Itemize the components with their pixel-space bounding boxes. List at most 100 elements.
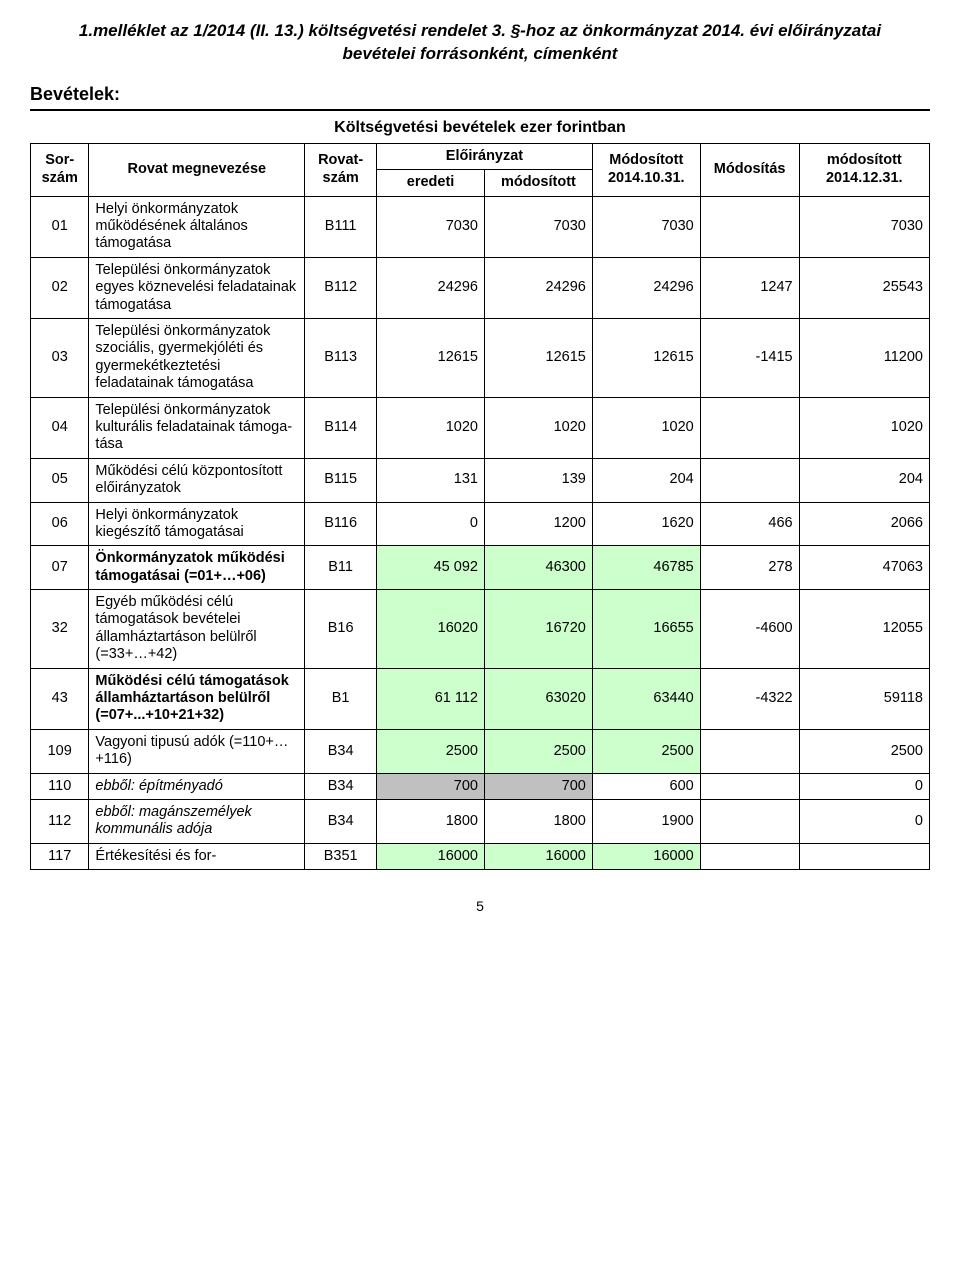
table-cell [700, 196, 799, 257]
table-row: 06Helyi önkormányzatok kiegészítő támoga… [31, 502, 930, 546]
table-cell: 16655 [592, 590, 700, 669]
separator [30, 109, 930, 111]
table-cell: 7030 [799, 196, 929, 257]
header-eredeti: eredeti [377, 170, 485, 196]
table-cell [799, 843, 929, 869]
table-title: Költségvetési bevételek ezer forintban [30, 119, 930, 137]
table-cell: 278 [700, 546, 799, 590]
table-cell: -4600 [700, 590, 799, 669]
table-cell: B1 [305, 668, 377, 729]
table-cell: B116 [305, 502, 377, 546]
header-mod1031: Módosított 2014.10.31. [592, 143, 700, 196]
table-cell: 1800 [484, 799, 592, 843]
table-row: 07Önkormányzatok működési támoga­tásai (… [31, 546, 930, 590]
table-cell [700, 397, 799, 458]
table-cell: 1247 [700, 257, 799, 318]
table-cell: 47063 [799, 546, 929, 590]
table-cell: B11 [305, 546, 377, 590]
table-cell [700, 843, 799, 869]
table-cell: B114 [305, 397, 377, 458]
table-cell: 7030 [377, 196, 485, 257]
table-cell: 0 [799, 799, 929, 843]
table-cell: 2500 [484, 729, 592, 773]
table-row: 02Települési önkor­mányzatok egyes közne… [31, 257, 930, 318]
table-cell: 05 [31, 458, 89, 502]
table-cell: 45 092 [377, 546, 485, 590]
table-cell: B34 [305, 773, 377, 799]
table-row: 43Működési célú tá­mogatások állam­házta… [31, 668, 930, 729]
table-cell: 131 [377, 458, 485, 502]
table-cell: 11200 [799, 319, 929, 398]
table-cell: 03 [31, 319, 89, 398]
table-cell: Működési célú köz­pontosított előirány­z… [89, 458, 305, 502]
table-cell: 2500 [799, 729, 929, 773]
table-cell: 24296 [592, 257, 700, 318]
table-row: 112ebből: magánszemé­lyek kommunális adó… [31, 799, 930, 843]
table-cell: 63020 [484, 668, 592, 729]
table-cell: 16000 [592, 843, 700, 869]
table-cell: 61 112 [377, 668, 485, 729]
table-cell: 600 [592, 773, 700, 799]
table-cell: 1020 [592, 397, 700, 458]
table-cell: 0 [377, 502, 485, 546]
table-cell: B115 [305, 458, 377, 502]
table-row: 117Értékesítési és for-B3511600016000160… [31, 843, 930, 869]
table-cell: 01 [31, 196, 89, 257]
header-name: Rovat megnevezése [89, 143, 305, 196]
table-cell: 700 [484, 773, 592, 799]
table-cell: B34 [305, 729, 377, 773]
table-cell [700, 773, 799, 799]
table-cell: 16720 [484, 590, 592, 669]
table-cell: 7030 [484, 196, 592, 257]
table-body: 01Helyi önkormányzatok működésének által… [31, 196, 930, 870]
table-cell: 2500 [377, 729, 485, 773]
table-cell: Önkormányzatok működési támoga­tásai (=0… [89, 546, 305, 590]
table-cell: 1020 [799, 397, 929, 458]
table-cell: 12615 [377, 319, 485, 398]
table-cell: 1200 [484, 502, 592, 546]
table-cell: -1415 [700, 319, 799, 398]
table-cell: 43 [31, 668, 89, 729]
header-modositott: módosított [484, 170, 592, 196]
header-rovat: Rovat­szám [305, 143, 377, 196]
header-modositas: Módosí­tás [700, 143, 799, 196]
table-cell: 112 [31, 799, 89, 843]
table-cell: 07 [31, 546, 89, 590]
table-cell: 1900 [592, 799, 700, 843]
table-cell: ebből: építményadó [89, 773, 305, 799]
table-cell: Települési önkor­mányzatok szociális, gy… [89, 319, 305, 398]
table-cell: 06 [31, 502, 89, 546]
table-cell: 02 [31, 257, 89, 318]
table-row: 01Helyi önkormányzatok működésének által… [31, 196, 930, 257]
table-cell: 700 [377, 773, 485, 799]
table-cell [700, 799, 799, 843]
table-header-row: Sor­szám Rovat megnevezése Rovat­szám El… [31, 143, 930, 169]
table-row: 05Működési célú köz­pontosított előirány… [31, 458, 930, 502]
table-cell [700, 729, 799, 773]
table-cell: 204 [799, 458, 929, 502]
table-cell: 46785 [592, 546, 700, 590]
header-eloiranyzat: Előirányzat [377, 143, 593, 169]
table-cell: 204 [592, 458, 700, 502]
header-sor: Sor­szám [31, 143, 89, 196]
table-cell: 466 [700, 502, 799, 546]
document-title: 1.melléklet az 1/2014 (II. 13.) költségv… [70, 20, 890, 66]
table-cell: 7030 [592, 196, 700, 257]
table-cell: 1020 [484, 397, 592, 458]
table-cell: 0 [799, 773, 929, 799]
table-cell: B16 [305, 590, 377, 669]
table-cell: 24296 [484, 257, 592, 318]
table-cell: 46300 [484, 546, 592, 590]
table-cell: Helyi önkormányzatok kiegészítő támogatá… [89, 502, 305, 546]
revenues-table: Sor­szám Rovat megnevezése Rovat­szám El… [30, 143, 930, 870]
table-cell: 1020 [377, 397, 485, 458]
section-heading: Bevételek: [30, 84, 930, 105]
header-mod1231: módosított 2014.12.31. [799, 143, 929, 196]
table-cell: 110 [31, 773, 89, 799]
table-cell: 12615 [484, 319, 592, 398]
table-cell: -4322 [700, 668, 799, 729]
page-number: 5 [30, 898, 930, 914]
table-cell: Helyi önkormányzatok működésének általá­… [89, 196, 305, 257]
table-row: 04Települési önkor­mányzatok kulturális … [31, 397, 930, 458]
table-cell: 117 [31, 843, 89, 869]
